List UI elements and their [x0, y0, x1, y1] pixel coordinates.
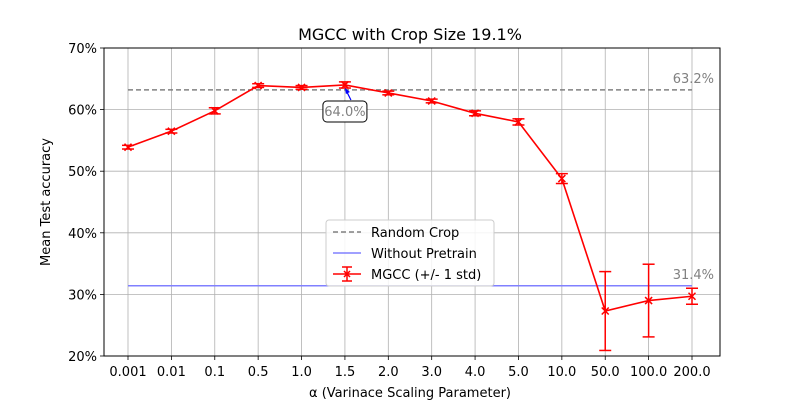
reference-lines: 63.2% 31.4%: [128, 72, 714, 287]
x-tick-label: 50.0: [591, 365, 620, 380]
data-point-marker: [601, 307, 610, 316]
data-point-marker: [340, 80, 349, 89]
y-tick-label: 70%: [68, 42, 97, 57]
x-tick-label: 5.0: [508, 365, 529, 380]
data-point-marker: [123, 143, 133, 152]
annotation-arrowhead: [344, 87, 350, 94]
y-tick-label: 50%: [68, 165, 97, 180]
y-axis-label: Mean Test accuracy: [39, 138, 54, 266]
legend-label-mgcc: MGCC (+/- 1 std): [371, 268, 481, 283]
chart-title: MGCC with Crop Size 19.1%: [298, 25, 522, 44]
annotation-box: [322, 100, 368, 123]
x-tick-label: 3.0: [421, 365, 442, 380]
x-tick-label: 1.5: [335, 365, 356, 380]
data-point-marker: [687, 292, 697, 301]
data-point-marker: [514, 117, 523, 126]
data-point-marker: [210, 106, 219, 115]
series-layer: [122, 80, 698, 352]
y-tick-label: 60%: [68, 104, 97, 119]
data-point-marker: [167, 127, 176, 136]
y-tick-label: 20%: [68, 350, 97, 365]
x-tick-label: 0.001: [109, 365, 146, 380]
series-line-mgcc: [127, 84, 693, 312]
x-tick-label: 10.0: [547, 365, 576, 380]
x-tick-label: 200.0: [673, 365, 710, 380]
x-tick-label: 0.5: [248, 365, 269, 380]
annotation-label: 64.0%: [324, 105, 365, 120]
legend-label-random-crop: Random Crop: [371, 226, 459, 241]
x-tick-label: 100.0: [630, 365, 667, 380]
legend-swatch-mgcc: [333, 266, 361, 282]
x-tick-label: 4.0: [465, 365, 486, 380]
reference-label-without-pretrain: 31.4%: [673, 268, 714, 283]
x-tick-label: 1.0: [291, 365, 312, 380]
x-tick-label: 0.01: [157, 365, 186, 380]
plot-frame: [103, 47, 721, 357]
data-point-marker: [427, 96, 436, 106]
x-tick-label: 2.0: [378, 365, 399, 380]
legend: Random Crop Without Pretrain MGCC (+/- 1…: [325, 219, 495, 287]
y-tick-label: 30%: [68, 288, 97, 303]
y-tick-label: 40%: [68, 227, 97, 242]
data-point-marker: [384, 88, 393, 97]
x-axis-label: α (Varinace Scaling Parameter): [309, 386, 511, 400]
data-point-marker: [254, 81, 263, 90]
legend-label-without-pretrain: Without Pretrain: [371, 247, 477, 262]
data-point-marker: [471, 109, 480, 118]
data-point-marker: [297, 83, 306, 92]
annotations: 64.0%: [322, 87, 368, 123]
legend-box: [325, 219, 495, 287]
ticks: 0.001 0.01 0.1 0.5 1.0 1.5 2.0 3.0 4.0 5.0 10.0 50.…: [68, 42, 711, 380]
x-tick-label: 0.1: [204, 365, 225, 380]
data-point-marker: [557, 174, 566, 183]
data-point-marker: [644, 296, 653, 305]
reference-label-random-crop: 63.2%: [673, 72, 714, 87]
